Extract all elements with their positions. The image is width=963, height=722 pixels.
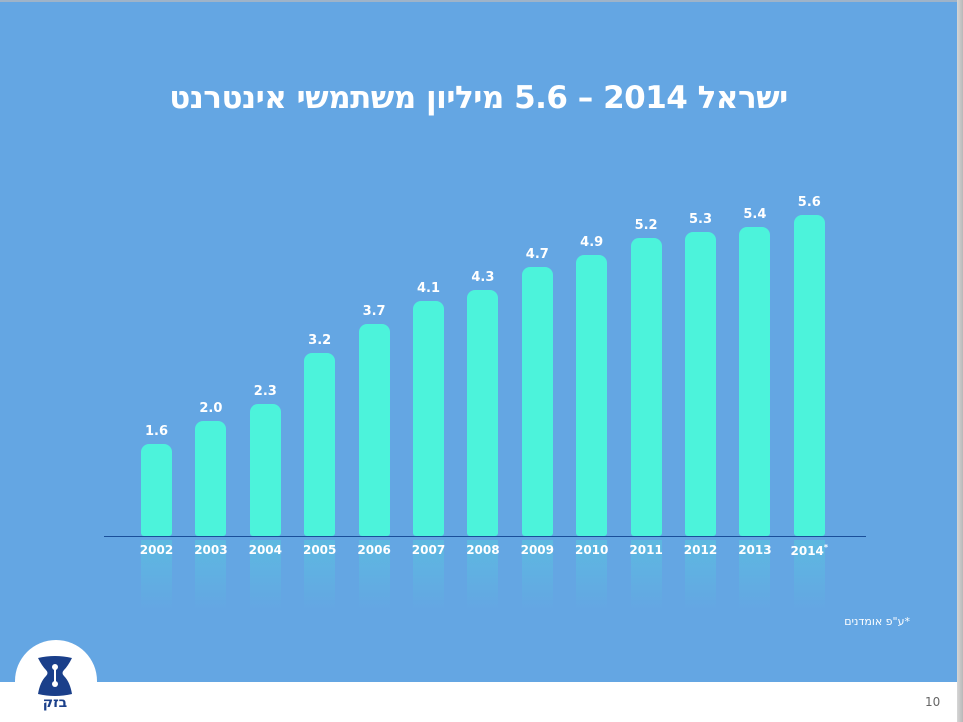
bar-reflection (358, 540, 390, 610)
bar-2013 (739, 226, 771, 536)
x-tick-label: 2012 (683, 543, 718, 557)
bar-value-label: 4.1 (416, 281, 441, 297)
bar-2002 (141, 444, 172, 536)
bar-value-label: 2.0 (199, 401, 223, 417)
bar-2007 (413, 301, 444, 536)
bar-2010 (576, 255, 608, 536)
x-axis-line (104, 536, 866, 537)
bar-reflection (576, 540, 608, 610)
bar-2012 (685, 232, 716, 536)
bar-value-label: 4.3 (471, 269, 495, 285)
x-tick-label: 2014* (790, 543, 829, 558)
bar-reflection (793, 540, 825, 610)
bar-chart: 1.6 2002 2.0 2003 2.3 2004 3.2 2005 3.7 2006 4.1 20… (104, 195, 866, 610)
bar-reflection (249, 540, 281, 610)
x-tick-label: 2009 (520, 543, 554, 557)
bar-value-label: 5.6 (797, 195, 821, 211)
bar-reflection (521, 540, 553, 610)
bar-2003 (195, 421, 227, 536)
bar-value-label: 3.7 (362, 303, 386, 319)
bar-reflection (141, 540, 172, 610)
bar-2005 (304, 352, 336, 536)
bar-value-label: 1.6 (144, 424, 169, 440)
footnote: *ע"פ אומדנים (844, 615, 910, 628)
bar-reflection (739, 540, 771, 610)
x-tick-label: 2004 (248, 543, 282, 557)
x-tick-label: 2011 (629, 543, 663, 557)
page-number: 10 (925, 695, 941, 709)
bar-reflection (630, 540, 662, 610)
bar-reflection (413, 540, 444, 610)
window-edge (957, 0, 963, 722)
logo-text: בזק (42, 695, 68, 711)
bar-2011 (630, 238, 662, 536)
x-tick-label: 2008 (466, 543, 500, 557)
x-tick-label: 2010 (574, 543, 609, 557)
bar-value-label: 3.2 (308, 332, 332, 348)
x-tick-label: 2007 (411, 543, 446, 557)
bezeq-logo-icon (38, 656, 72, 696)
bar-reflection (467, 540, 499, 610)
x-tick-label: 2013 (738, 543, 772, 557)
x-tick-label: 2006 (357, 543, 391, 557)
bar-value-label: 4.7 (525, 246, 549, 262)
bar-2008 (467, 289, 499, 536)
bar-reflection (685, 540, 716, 610)
bar-value-label: 5.2 (634, 218, 658, 234)
bar-2014 (793, 215, 825, 536)
chart-title: ישראל 2014 – 5.6 מיליון משתמשי אינטרנט (169, 80, 788, 116)
bar-value-label: 2.3 (253, 384, 277, 400)
x-tick-label: 2003 (194, 543, 228, 557)
bar-value-label: 5.3 (688, 212, 713, 228)
bar-reflection (304, 540, 336, 610)
bar-2006 (358, 323, 390, 536)
bar-reflection (195, 540, 227, 610)
bar-2009 (521, 266, 553, 536)
x-tick-label: 2002 (139, 543, 174, 557)
x-tick-label: 2005 (302, 543, 337, 557)
bar-value-label: 4.9 (580, 235, 604, 251)
bar-value-label: 5.4 (743, 206, 767, 222)
bar-2004 (249, 404, 281, 536)
